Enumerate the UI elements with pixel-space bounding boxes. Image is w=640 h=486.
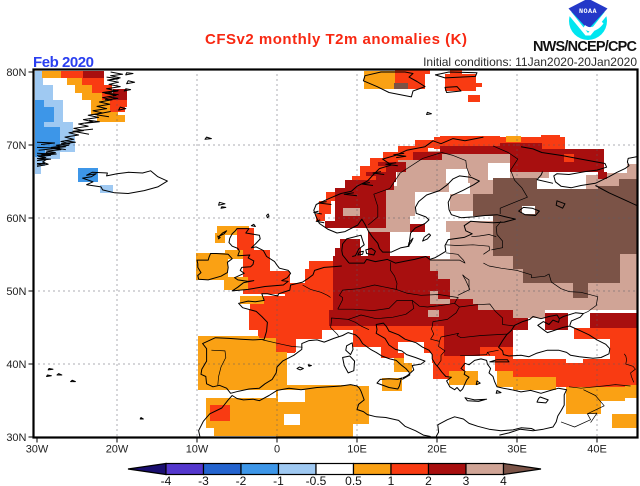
svg-text:2: 2 [425,474,432,486]
svg-text:10W: 10W [186,444,209,456]
svg-text:4: 4 [500,474,507,486]
svg-text:1: 1 [388,474,395,486]
svg-text:-4: -4 [161,474,172,486]
svg-text:40E: 40E [587,444,607,456]
svg-text:-1: -1 [273,474,284,486]
svg-text:30N: 30N [6,432,26,444]
svg-text:70N: 70N [6,140,26,152]
svg-text:-2: -2 [236,474,247,486]
svg-text:NOAA: NOAA [579,8,597,16]
svg-text:60N: 60N [6,213,26,225]
svg-text:80N: 80N [6,67,26,79]
svg-text:20E: 20E [427,444,447,456]
svg-text:-3: -3 [198,474,209,486]
svg-text:30W: 30W [26,444,49,456]
svg-text:3: 3 [463,474,470,486]
svg-text:0: 0 [274,444,280,456]
svg-text:NWS/NCEP/CPC: NWS/NCEP/CPC [533,39,638,55]
svg-text:Initial conditions: 11Jan2020-: Initial conditions: 11Jan2020-20Jan2020 [423,55,637,69]
svg-text:Feb 2020: Feb 2020 [33,54,94,71]
svg-text:0.5: 0.5 [345,474,362,486]
svg-text:20W: 20W [106,444,129,456]
svg-text:-0.5: -0.5 [306,474,327,486]
svg-text:CFSv2 monthly T2m anomalies (K: CFSv2 monthly T2m anomalies (K) [205,31,467,48]
svg-text:10E: 10E [347,444,367,456]
svg-text:50N: 50N [6,286,26,298]
svg-text:40N: 40N [6,359,26,371]
svg-text:30E: 30E [507,444,527,456]
